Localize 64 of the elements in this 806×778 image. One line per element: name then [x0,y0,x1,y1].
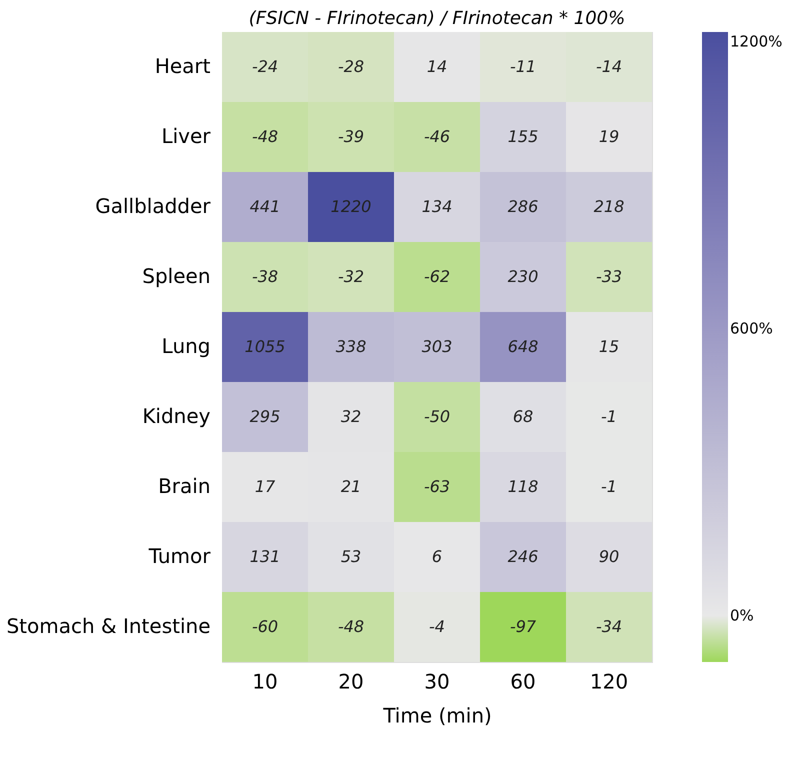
data-label: -28 [338,57,364,76]
data-label: -97 [510,617,537,636]
color-bar-label: 600% [730,320,773,338]
data-label: -24 [252,57,278,76]
data-label: 155 [508,127,538,146]
data-label: -63 [424,477,450,496]
data-label: 90 [598,547,620,566]
data-label: -1 [601,477,617,496]
data-label: -11 [510,57,536,76]
data-label: 118 [508,477,538,496]
color-bar-label: 1200% [730,32,782,51]
data-label: 15 [598,337,620,356]
data-label: -14 [596,57,622,76]
data-label: 338 [336,337,366,356]
y-tick-label: Stomach & Intestine [6,614,210,638]
y-tick-label: Spleen [142,264,210,288]
data-label: -48 [338,617,364,636]
data-label: 1220 [330,197,372,216]
data-label: 6 [432,547,442,566]
data-label: -48 [252,127,278,146]
y-tick-label: Liver [161,124,212,148]
data-label: 19 [598,127,620,146]
data-label: 68 [512,407,534,426]
data-label: -46 [424,127,450,146]
data-label: 53 [340,547,362,566]
data-label: 648 [508,337,538,356]
data-label: -4 [429,617,445,636]
data-label: -39 [338,127,364,146]
x-tick-label: 30 [424,670,450,694]
data-label: 286 [508,197,538,216]
x-tick-label: 60 [510,670,536,694]
data-label: -34 [596,617,622,636]
data-label: -50 [424,407,450,426]
x-tick-label: 20 [338,670,364,694]
data-label: 1055 [244,337,286,356]
data-label: 441 [250,197,280,216]
y-tick-label: Gallbladder [95,194,212,218]
x-tick-label: 10 [252,670,278,694]
data-label: 131 [250,547,280,566]
y-tick-label: Kidney [142,404,211,428]
data-label: 21 [340,477,362,496]
chart-title: (FSICN - FIrinotecan) / FIrinotecan * 100% [248,8,626,29]
data-label: 295 [250,407,280,426]
data-label: 14 [426,57,448,76]
data-label: -32 [338,267,364,286]
data-label: 246 [508,547,538,566]
data-label: 218 [594,197,624,216]
data-label: 303 [422,337,452,356]
color-bar-label: 0% [730,606,754,625]
data-label: -60 [252,617,278,636]
data-label: -33 [596,267,622,286]
y-tick-label: Brain [158,474,210,498]
y-tick-label: Tumor [148,544,212,568]
data-label: -38 [252,267,278,286]
data-label: 32 [340,407,362,426]
data-label: -62 [424,267,450,286]
x-tick-label: 120 [590,670,628,694]
data-label: 230 [508,267,538,286]
x-axis-title: Time (min) [382,704,492,728]
data-label: 17 [254,477,276,496]
data-label: -1 [601,407,617,426]
y-tick-label: Heart [154,54,211,78]
y-tick-label: Lung [162,334,210,358]
data-label: 134 [422,197,452,216]
